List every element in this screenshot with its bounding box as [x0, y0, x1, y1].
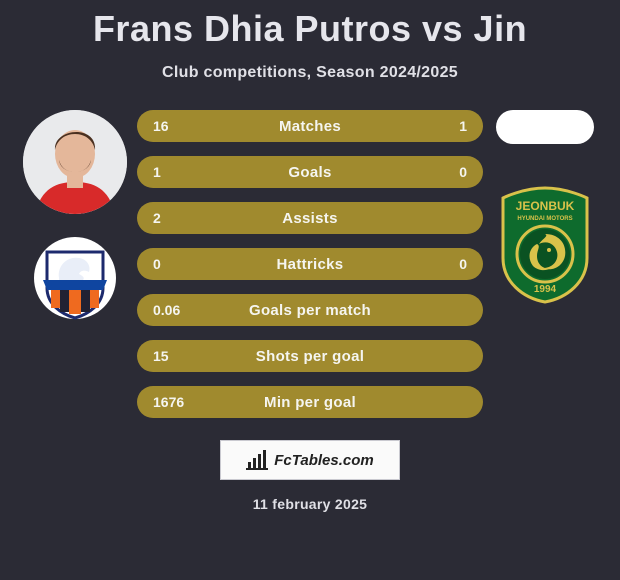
stat-label: Shots per goal [256, 348, 364, 365]
date-line: 11 february 2025 [0, 496, 620, 512]
stat-label: Min per goal [264, 394, 356, 411]
stat-value-right: 0 [427, 256, 467, 272]
stat-label: Hattricks [277, 256, 344, 273]
badge-right-top-text: JEONBUK [516, 199, 575, 213]
stat-label: Assists [282, 210, 337, 227]
club-badge-right-icon: JEONBUK HYUNDAI MOTORS 1994 [495, 184, 595, 304]
stat-value-right: 0 [427, 164, 467, 180]
stat-value-left: 15 [153, 348, 193, 364]
stat-value-left: 0 [153, 256, 193, 272]
stat-bar: 1676 Min per goal [137, 386, 483, 418]
stat-bar: 0.06 Goals per match [137, 294, 483, 326]
player-left-silhouette-icon [23, 110, 127, 214]
stat-bar: 16 Matches 1 [137, 110, 483, 142]
player-right-club-badge: JEONBUK HYUNDAI MOTORS 1994 [495, 184, 595, 304]
stat-label: Goals [288, 164, 331, 181]
footer-brand-text: FcTables.com [274, 452, 373, 469]
player-left-photo [23, 110, 127, 214]
page-title: Frans Dhia Putros vs Jin [0, 0, 620, 50]
player-left-column [15, 110, 135, 320]
stat-value-left: 0.06 [153, 302, 193, 318]
bar-chart-icon [246, 450, 268, 470]
stats-column: 16 Matches 1 1 Goals 0 2 Assists 0 Hattricks 0 0.06… [135, 110, 485, 418]
player-right-photo-placeholder [496, 110, 594, 144]
badge-right-year: 1994 [534, 284, 557, 295]
stat-label: Goals per match [249, 302, 371, 319]
club-badge-left-icon [33, 236, 117, 320]
stat-value-left: 16 [153, 118, 193, 134]
badge-right-bottom-text: HYUNDAI MOTORS [517, 216, 572, 222]
stat-bar: 0 Hattricks 0 [137, 248, 483, 280]
player-left-club-badge [33, 236, 117, 320]
stat-bar: 15 Shots per goal [137, 340, 483, 372]
comparison-row: 16 Matches 1 1 Goals 0 2 Assists 0 Hattricks 0 0.06… [0, 110, 620, 418]
stat-value-right: 1 [427, 118, 467, 134]
player-right-column: JEONBUK HYUNDAI MOTORS 1994 [485, 110, 605, 304]
footer-brand-box: FcTables.com [220, 440, 400, 480]
season-subtitle: Club competitions, Season 2024/2025 [0, 64, 620, 82]
stat-bar: 2 Assists [137, 202, 483, 234]
stat-label: Matches [279, 118, 341, 135]
stat-value-left: 1676 [153, 394, 193, 410]
stat-bar: 1 Goals 0 [137, 156, 483, 188]
stat-value-left: 1 [153, 164, 193, 180]
stat-value-left: 2 [153, 210, 193, 226]
